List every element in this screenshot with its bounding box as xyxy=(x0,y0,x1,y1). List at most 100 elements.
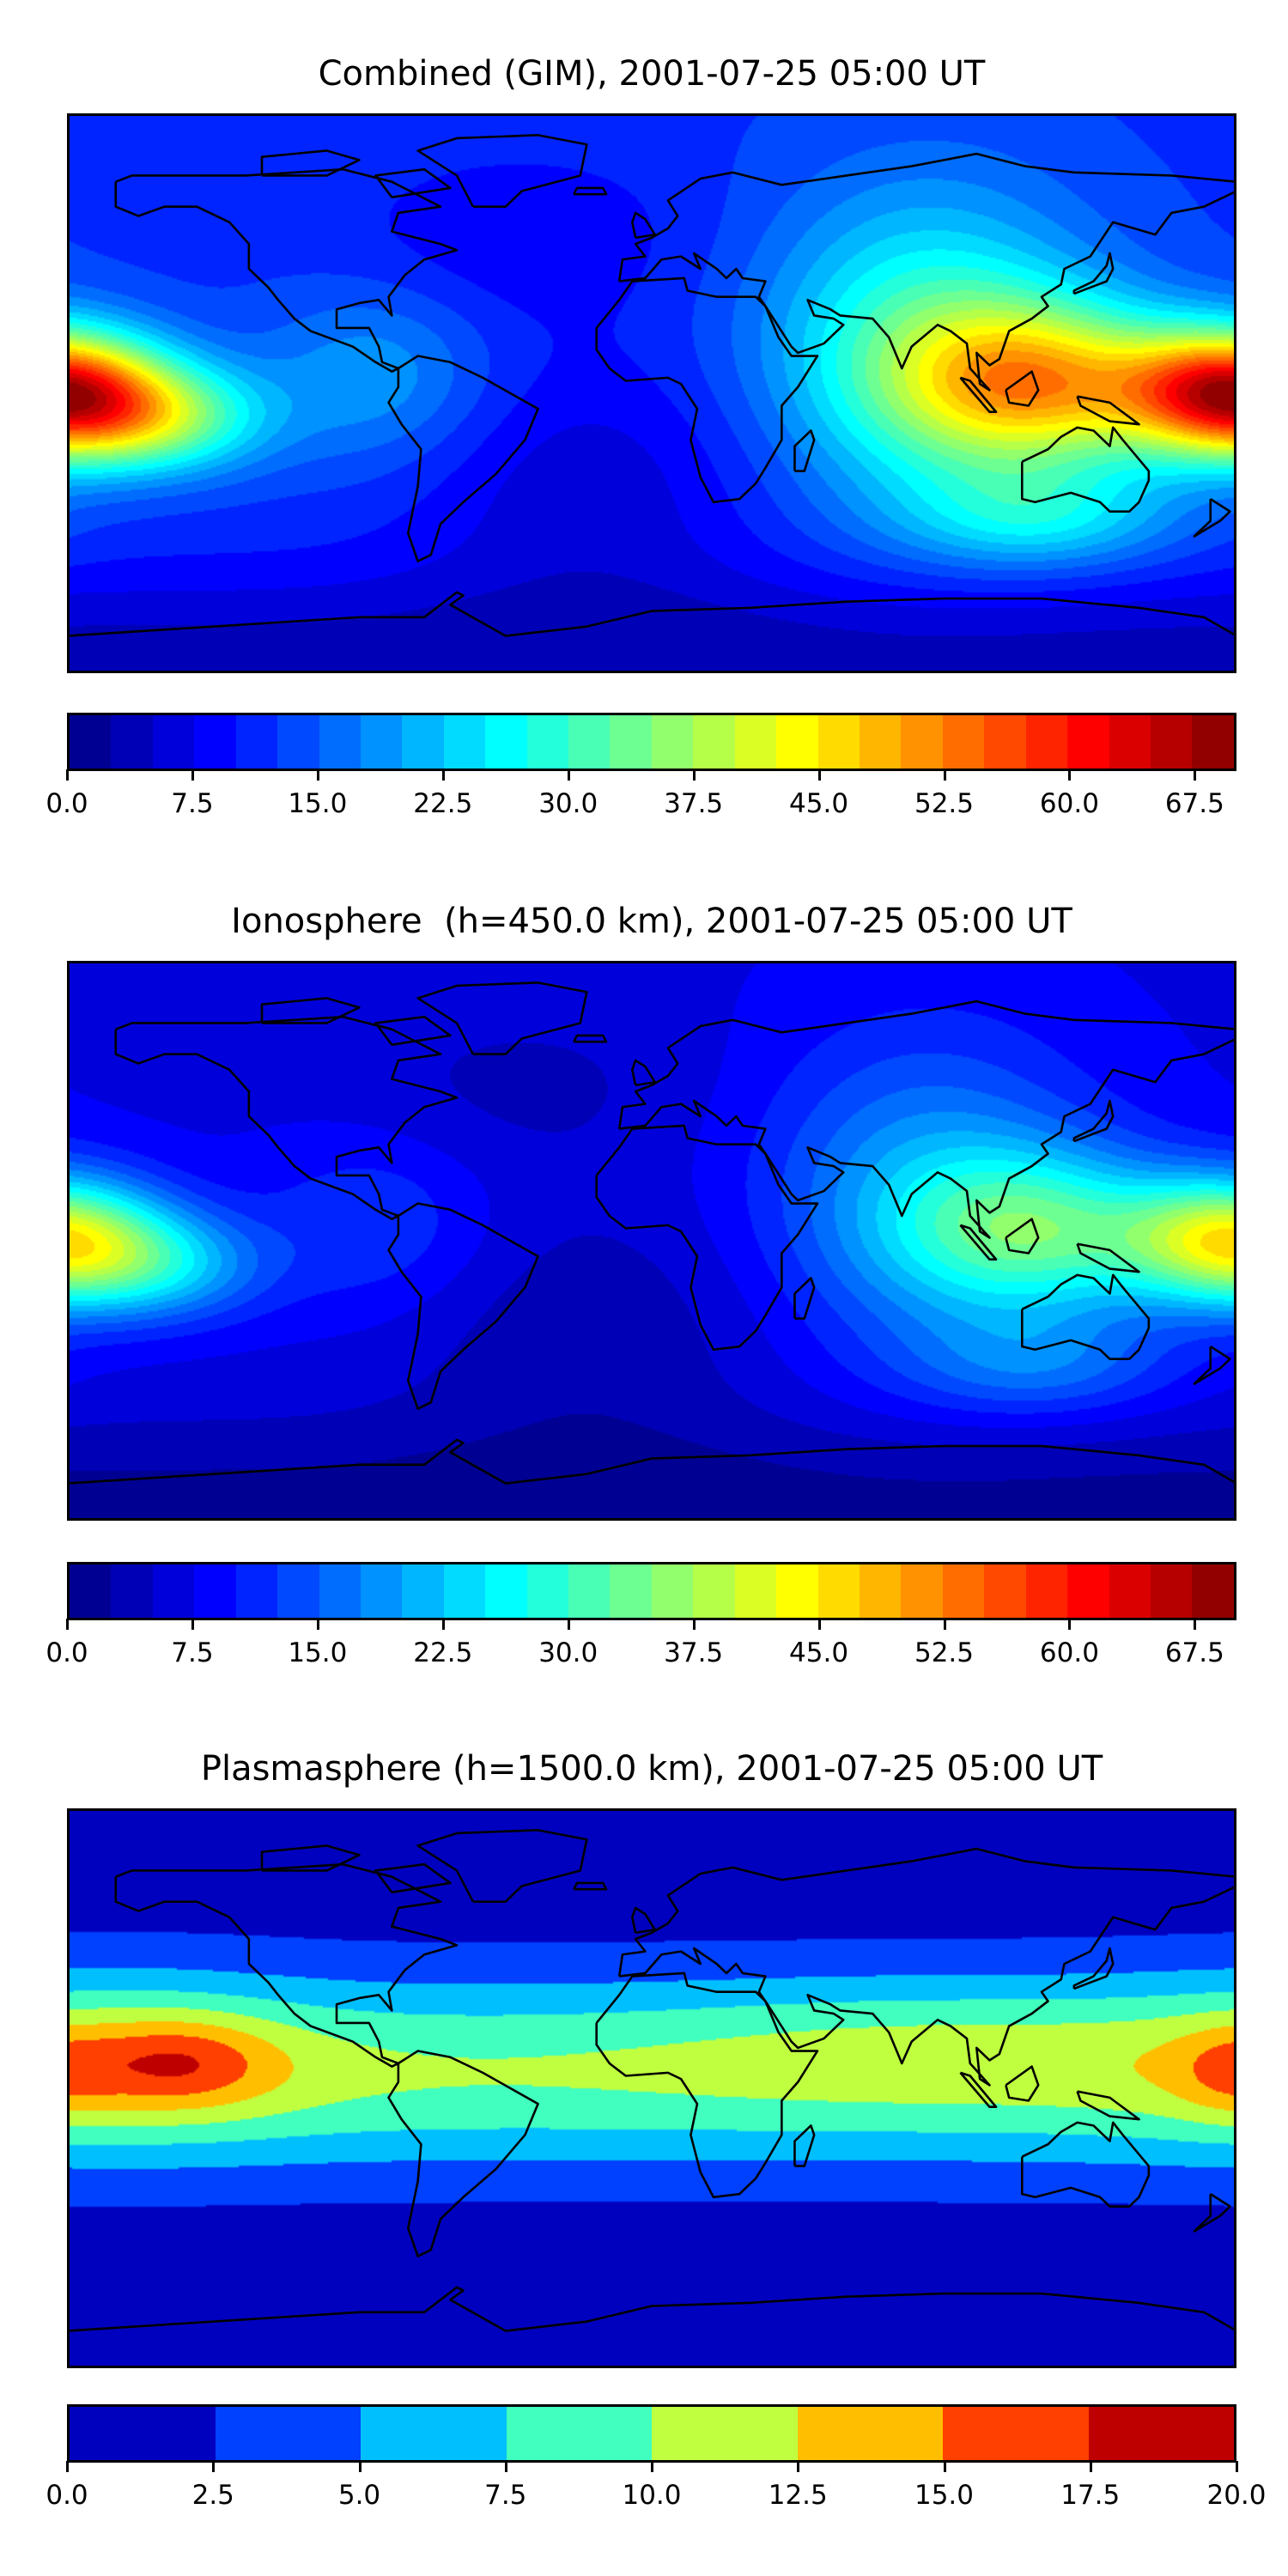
colorbar-level-16 xyxy=(734,715,777,769)
colorbar-tick-label: 10.0 xyxy=(622,2480,682,2511)
colorbar-level-13 xyxy=(610,1564,652,1618)
colorbar-level-17 xyxy=(776,1564,818,1618)
colorbar-level-20 xyxy=(901,1564,943,1618)
coastline-uk xyxy=(632,213,654,238)
colorbar-tick-label: 37.5 xyxy=(664,788,724,819)
colorbar-tick-label: 15.0 xyxy=(288,788,348,819)
coastline-sumatra xyxy=(960,2073,996,2107)
coastline-south-america xyxy=(389,2051,538,2257)
colorbar-level-17 xyxy=(776,715,818,769)
colorbar-level-13 xyxy=(610,715,652,769)
colorbar-tick-label: 45.0 xyxy=(789,788,849,819)
colorbar-tick xyxy=(66,2461,69,2472)
colorbar-level-4 xyxy=(235,715,278,769)
colorbar-level-15 xyxy=(693,1564,735,1618)
colorbar-level-1 xyxy=(215,2407,361,2460)
combined-map-title: Combined (GIM), 2001-07-25 05:00 UT xyxy=(318,54,986,94)
coastline-arctic-islands xyxy=(262,150,360,175)
colorbar-level-6 xyxy=(319,715,361,769)
coastline-new-zealand xyxy=(1194,1346,1230,1383)
coastline-africa xyxy=(597,278,817,502)
colorbar-level-7 xyxy=(1088,2407,1234,2460)
colorbar-level-1 xyxy=(111,715,153,769)
colorbar-level-15 xyxy=(693,715,735,769)
coastline-japan xyxy=(1074,1948,1113,1989)
plasmasphere-map-title: Plasmasphere (h=1500.0 km), 2001-07-25 0… xyxy=(200,1749,1103,1789)
colorbar-level-1 xyxy=(111,1564,153,1618)
colorbar-level-10 xyxy=(485,1564,527,1618)
colorbar-level-27 xyxy=(1192,715,1234,769)
colorbar-tick-label: 12.5 xyxy=(768,2480,828,2511)
colorbar-level-25 xyxy=(1109,715,1151,769)
colorbar-level-11 xyxy=(526,1564,569,1618)
colorbar-level-24 xyxy=(1067,1564,1109,1618)
combined-tec-map xyxy=(67,113,1236,673)
colorbar-level-23 xyxy=(1025,1564,1068,1618)
colorbar-tick-label: 17.5 xyxy=(1060,2480,1121,2511)
colorbar-level-22 xyxy=(984,1564,1026,1618)
colorbar-level-18 xyxy=(817,715,860,769)
map-frame xyxy=(67,961,1236,1521)
coastline-greenland xyxy=(418,135,587,206)
coastline-baffin xyxy=(375,1017,450,1045)
coastline-australia xyxy=(1022,1275,1149,1359)
colorbar-level-2 xyxy=(361,2407,507,2460)
coastline-south-america xyxy=(389,1204,538,1409)
colorbar-tick xyxy=(692,769,696,781)
coastline-baffin xyxy=(375,169,450,197)
colorbar-tick xyxy=(66,769,69,781)
coastline-africa xyxy=(597,1973,817,2197)
colorbar-tick xyxy=(358,2461,361,2472)
colorbar-tick xyxy=(1194,769,1197,781)
colorbar-level-7 xyxy=(360,1564,403,1618)
colorbar-tick-label: 15.0 xyxy=(288,1637,348,1668)
colorbar-level-19 xyxy=(860,715,902,769)
colorbar-tick xyxy=(692,1619,696,1630)
colorbar-tick xyxy=(817,1619,821,1630)
colorbar-tick xyxy=(943,2461,946,2472)
colorbar-level-21 xyxy=(942,1564,985,1618)
colorbar-level-12 xyxy=(568,715,611,769)
colorbar-tick xyxy=(441,1619,445,1630)
coastline-new-guinea xyxy=(1078,2092,1139,2120)
combined-colorbar-ticks: 0.0 7.5 15.0 22.5 30.0 37.5 45.0 52.5 60.0 67.5 xyxy=(46,769,1236,821)
colorbar-tick-label: 60.0 xyxy=(1039,788,1099,819)
colorbar-tick-label: 37.5 xyxy=(664,1637,724,1668)
colorbar-level-14 xyxy=(651,1564,694,1618)
colorbar-level-24 xyxy=(1067,715,1109,769)
colorbar-tick xyxy=(441,769,445,781)
colorbar-level-4 xyxy=(652,2407,798,2460)
coastline-greenland xyxy=(418,982,587,1054)
coastline-iceland xyxy=(574,1883,606,1889)
coastline-uk xyxy=(632,1908,654,1933)
ionosphere-tec-map xyxy=(67,961,1236,1521)
plasmasphere-colorbar-ticks: 0.0 2.5 5.0 7.5 10.0 12.5 15.0 17.5 20.0 xyxy=(46,2461,1267,2512)
colorbar-tick xyxy=(504,2461,507,2472)
colorbar-tick xyxy=(316,769,319,781)
coastline-africa xyxy=(597,1126,817,1350)
colorbar-tick xyxy=(1236,2461,1238,2472)
colorbar-tick xyxy=(797,2461,800,2472)
colorbar-tick-label: 2.5 xyxy=(191,2480,234,2511)
coastlines xyxy=(67,961,1236,1521)
colorbar-tick-label: 7.5 xyxy=(484,2480,527,2511)
colorbar-level-14 xyxy=(651,715,694,769)
colorbar-level-5 xyxy=(277,1564,319,1618)
colorbar-tick-label: 7.5 xyxy=(171,1637,214,1668)
coastline-new-zealand xyxy=(1194,2194,1230,2231)
coastline-australia xyxy=(1022,428,1149,512)
colorbar-tick xyxy=(943,1619,946,1630)
coastline-baffin xyxy=(375,1864,450,1893)
colorbar-level-0 xyxy=(70,2407,216,2460)
colorbar-tick-label: 67.5 xyxy=(1164,788,1224,819)
colorbar-level-23 xyxy=(1025,715,1068,769)
coastline-greenland xyxy=(418,1830,587,1901)
colorbar-level-8 xyxy=(402,1564,444,1618)
colorbar-tick xyxy=(191,769,194,781)
coastline-antarctica xyxy=(67,1440,1236,1484)
ionosphere-colorbar xyxy=(67,1562,1236,1620)
coastline-japan xyxy=(1074,253,1113,294)
coastline-australia xyxy=(1022,2123,1149,2207)
plasmasphere-field xyxy=(67,1808,1236,2368)
coastline-south-america xyxy=(389,356,538,562)
